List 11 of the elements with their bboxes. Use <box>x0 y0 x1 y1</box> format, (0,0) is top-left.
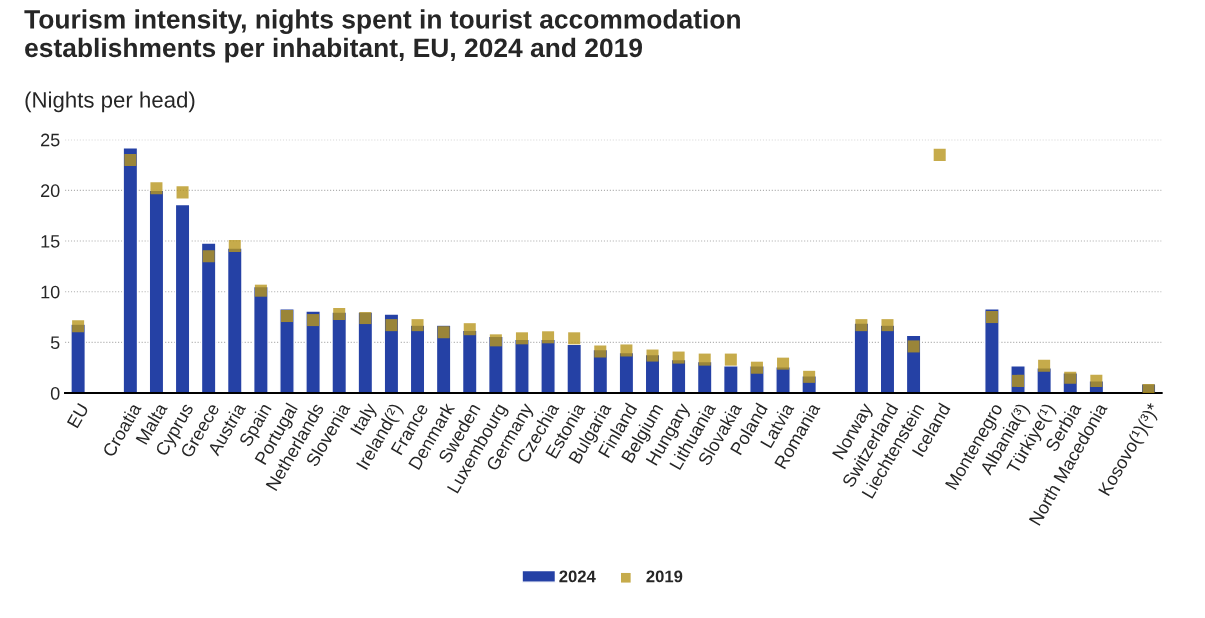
y-tick-label: 10 <box>41 285 60 299</box>
y-tick-label: 20 <box>41 184 60 198</box>
legend-label: 2019 <box>646 570 683 583</box>
x-tick-label: EU <box>66 402 89 429</box>
y-tick-label: 0 <box>50 386 60 400</box>
chart-title: Tourism intensity, nights spent in tourist accommodation establishments per inhabitant, EU, 2024 and 2019 <box>24 9 740 63</box>
y-tick-label: 25 <box>41 133 60 147</box>
chart-subtitle: (Nights per head) <box>25 91 195 113</box>
y-tick-label: 15 <box>41 235 60 248</box>
y-tick-label: 5 <box>50 336 60 350</box>
legend-label: 2024 <box>559 570 596 583</box>
